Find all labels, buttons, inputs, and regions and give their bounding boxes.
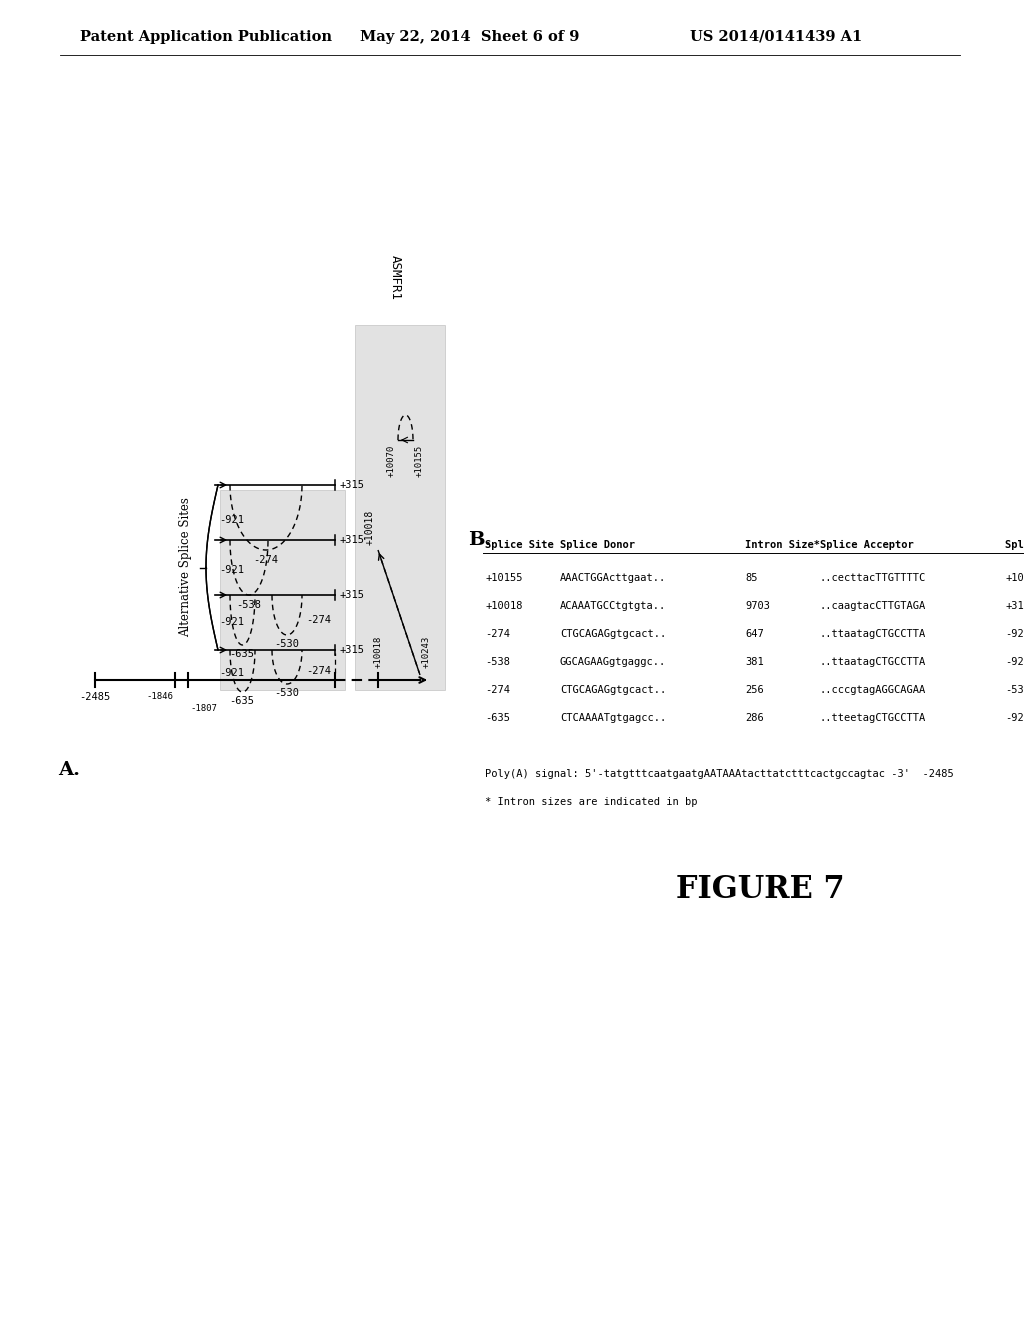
Text: -921: -921 xyxy=(219,668,245,678)
Text: CTCAAAATgtgagcc..: CTCAAAATgtgagcc.. xyxy=(560,713,667,723)
Text: +315: +315 xyxy=(340,480,365,490)
Text: GGCAGAAGgtgaggc..: GGCAGAAGgtgaggc.. xyxy=(560,657,667,667)
Text: -635: -635 xyxy=(229,649,255,659)
Text: +10070: +10070 xyxy=(387,445,396,478)
Text: +10018: +10018 xyxy=(374,636,383,668)
Text: Alternative Splice Sites: Alternative Splice Sites xyxy=(179,498,193,638)
Text: +315: +315 xyxy=(340,645,365,655)
Text: ..tteetagCTGCCTTA: ..tteetagCTGCCTTA xyxy=(820,713,927,723)
Text: ..cecttacTTGTTTTC: ..cecttacTTGTTTTC xyxy=(820,573,927,583)
Text: AAACTGGActtgaat..: AAACTGGActtgaat.. xyxy=(560,573,667,583)
Text: ..cccgtagAGGCAGAA: ..cccgtagAGGCAGAA xyxy=(820,685,927,696)
Text: CTGCAGAGgtgcact..: CTGCAGAGgtgcact.. xyxy=(560,630,667,639)
Text: ACAAATGCCtgtgta..: ACAAATGCCtgtgta.. xyxy=(560,601,667,611)
Text: +315: +315 xyxy=(1005,601,1024,611)
Text: -921: -921 xyxy=(1005,713,1024,723)
Text: +10070: +10070 xyxy=(1005,573,1024,583)
Text: Splice Acceptor: Splice Acceptor xyxy=(820,540,913,550)
Text: Splice Donor: Splice Donor xyxy=(560,540,635,550)
Text: ASMFR1: ASMFR1 xyxy=(388,255,401,300)
Bar xyxy=(355,325,445,690)
Text: A.: A. xyxy=(58,762,80,779)
Text: +10018: +10018 xyxy=(485,601,522,611)
Text: -921: -921 xyxy=(1005,657,1024,667)
Text: -274: -274 xyxy=(306,615,331,624)
Text: -1807: -1807 xyxy=(190,704,217,713)
Text: Splice Site: Splice Site xyxy=(485,540,554,550)
Text: 85: 85 xyxy=(745,573,758,583)
Text: -2485: -2485 xyxy=(80,692,111,702)
Text: -635: -635 xyxy=(485,713,510,723)
Text: -274: -274 xyxy=(254,554,279,565)
Text: -530: -530 xyxy=(274,639,299,649)
Text: ..ttaatagCTGCCTTA: ..ttaatagCTGCCTTA xyxy=(820,657,927,667)
Text: -538: -538 xyxy=(485,657,510,667)
Text: -274: -274 xyxy=(485,685,510,696)
Text: 381: 381 xyxy=(745,657,764,667)
Text: -530: -530 xyxy=(274,688,299,698)
Text: ..ttaatagCTGCCTTA: ..ttaatagCTGCCTTA xyxy=(820,630,927,639)
Text: Intron Size*: Intron Size* xyxy=(745,540,820,550)
Text: Splice Site: Splice Site xyxy=(1005,540,1024,550)
Text: Patent Application Publication: Patent Application Publication xyxy=(80,30,332,44)
Text: +315: +315 xyxy=(340,590,365,601)
Text: US 2014/0141439 A1: US 2014/0141439 A1 xyxy=(690,30,862,44)
Text: ..caagtacCTTGTAGA: ..caagtacCTTGTAGA xyxy=(820,601,927,611)
Text: +315: +315 xyxy=(340,535,365,545)
Text: -1846: -1846 xyxy=(146,692,173,701)
Bar xyxy=(220,490,345,690)
Text: +10243: +10243 xyxy=(422,636,431,668)
Text: +10155: +10155 xyxy=(485,573,522,583)
Text: -921: -921 xyxy=(219,515,245,525)
Text: 647: 647 xyxy=(745,630,764,639)
Text: * Intron sizes are indicated in bp: * Intron sizes are indicated in bp xyxy=(485,797,697,807)
Text: +10155: +10155 xyxy=(415,445,424,478)
Text: -530: -530 xyxy=(1005,685,1024,696)
Text: 9703: 9703 xyxy=(745,601,770,611)
Text: -921: -921 xyxy=(219,616,245,627)
Text: B.: B. xyxy=(468,531,492,549)
Text: 286: 286 xyxy=(745,713,764,723)
Text: -538: -538 xyxy=(237,601,261,610)
Text: Poly(A) signal: 5'-tatgtttcaatgaatgAATAAAtacttatctttcactgccagtac -3'  -2485: Poly(A) signal: 5'-tatgtttcaatgaatgAATAA… xyxy=(485,770,953,779)
Text: -921: -921 xyxy=(1005,630,1024,639)
Text: FIGURE 7: FIGURE 7 xyxy=(676,874,845,906)
Text: -274: -274 xyxy=(485,630,510,639)
Text: -635: -635 xyxy=(229,696,255,706)
Text: May 22, 2014  Sheet 6 of 9: May 22, 2014 Sheet 6 of 9 xyxy=(360,30,580,44)
Text: -921: -921 xyxy=(219,565,245,576)
Text: CTGCAGAGgtgcact..: CTGCAGAGgtgcact.. xyxy=(560,685,667,696)
Text: +10018: +10018 xyxy=(365,510,375,545)
Text: 256: 256 xyxy=(745,685,764,696)
Text: -274: -274 xyxy=(306,667,331,676)
